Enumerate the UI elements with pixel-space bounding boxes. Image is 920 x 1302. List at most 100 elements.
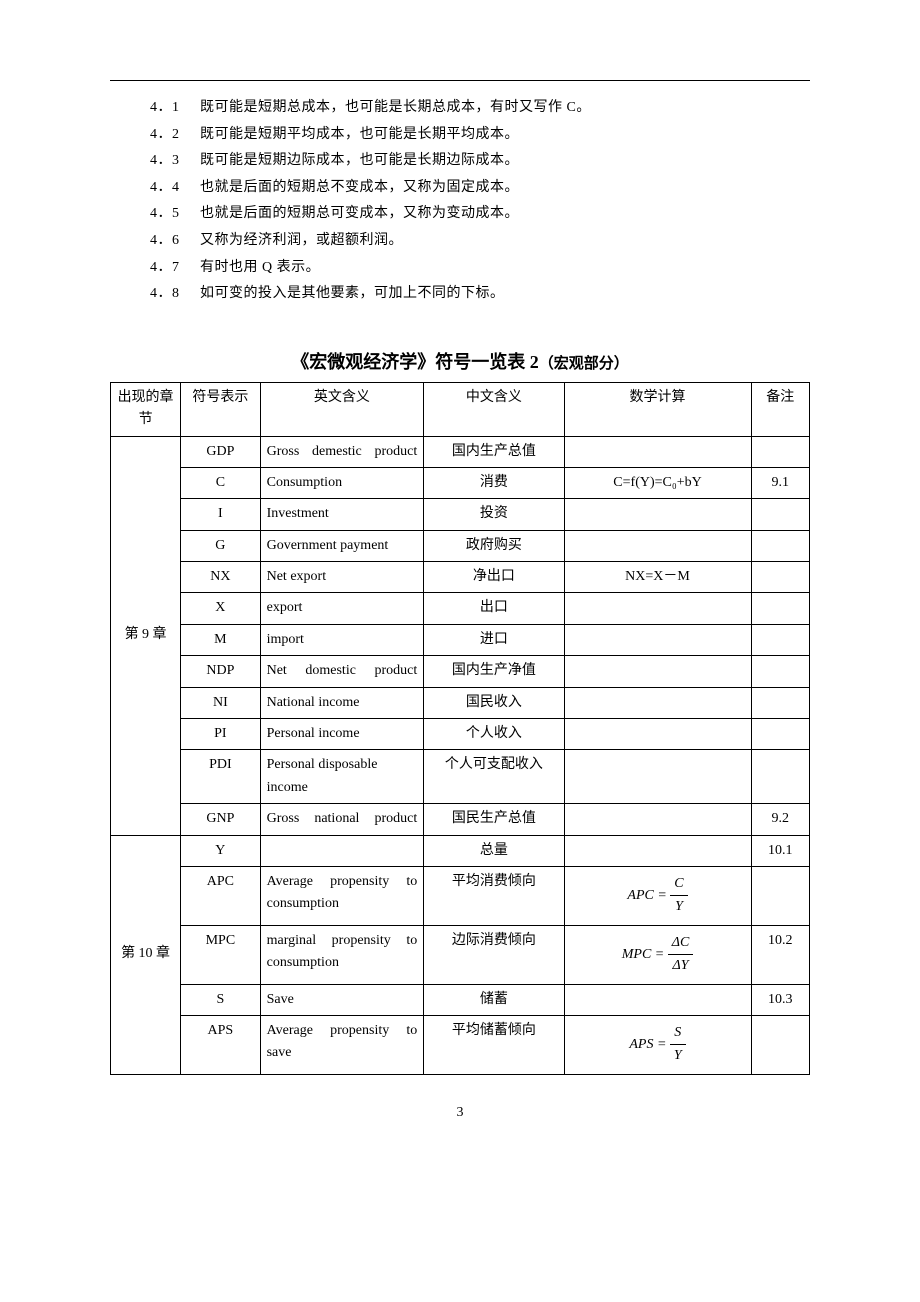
chinese-cell: 出口	[424, 593, 564, 624]
math-cell	[564, 984, 751, 1015]
column-header: 出现的章节	[111, 382, 181, 436]
note-text: 有时也用 Q 表示。	[200, 260, 320, 275]
math-cell: C=f(Y)=C₀+bY	[564, 467, 751, 498]
math-cell	[564, 835, 751, 866]
english-cell: Save	[260, 984, 424, 1015]
column-header: 英文含义	[260, 382, 424, 436]
chapter-cell: 第 10 章	[111, 835, 181, 1074]
chinese-cell: 投资	[424, 499, 564, 530]
table-row: GNPGross national product国民生产总值 9.2	[111, 804, 810, 835]
column-header: 中文含义	[424, 382, 564, 436]
math-cell	[564, 750, 751, 804]
english-cell: marginal propensity to consumption	[260, 925, 424, 984]
chinese-cell: 平均消费倾向	[424, 867, 564, 926]
note-text: 也就是后面的短期总不变成本，又称为固定成本。	[200, 180, 519, 195]
table-header-row: 出现的章节符号表示英文含义中文含义数学计算备注	[111, 382, 810, 436]
table-row: PIPersonal income个人收入	[111, 719, 810, 750]
note-line: 4．4也就是后面的短期总不变成本，又称为固定成本。	[150, 175, 810, 202]
english-cell: Net export	[260, 562, 424, 593]
math-cell	[564, 719, 751, 750]
table-row: 第 10 章Y总量10.1	[111, 835, 810, 866]
english-cell: Average propensity to save	[260, 1015, 424, 1074]
symbol-cell: M	[181, 624, 260, 655]
symbol-cell: PDI	[181, 750, 260, 804]
note-text: 又称为经济利润，或超额利润。	[200, 233, 403, 248]
english-cell	[260, 835, 424, 866]
math-cell	[564, 656, 751, 687]
column-header: 数学计算	[564, 382, 751, 436]
symbol-cell: APS	[181, 1015, 260, 1074]
note-line: 4．7有时也用 Q 表示。	[150, 255, 810, 282]
table-row: APCAverage propensity to consumption平均消费…	[111, 867, 810, 926]
table-row: GGovernment payment政府购买	[111, 530, 810, 561]
chinese-cell: 国民生产总值	[424, 804, 564, 835]
english-cell: Gross national product	[260, 804, 424, 835]
chinese-cell: 个人可支配收入	[424, 750, 564, 804]
chapter-cell: 第 9 章	[111, 436, 181, 835]
note-text: 也就是后面的短期总可变成本，又称为变动成本。	[200, 206, 519, 221]
chinese-cell: 平均储蓄倾向	[424, 1015, 564, 1074]
note-text: 既可能是短期边际成本，也可能是长期边际成本。	[200, 153, 519, 168]
table-title: 《宏微观经济学》符号一览表 2（宏观部分）	[110, 348, 810, 374]
column-header: 备注	[751, 382, 809, 436]
english-cell: Net domestic product	[260, 656, 424, 687]
note-cell: 9.2	[751, 804, 809, 835]
chinese-cell: 总量	[424, 835, 564, 866]
table-row: 第 9 章GDPGross demestic product国内生产总值	[111, 436, 810, 467]
note-number: 4．6	[150, 228, 200, 255]
title-main: 《宏微观经济学》符号一览表 2	[291, 352, 539, 372]
note-text: 既可能是短期总成本，也可能是长期总成本，有时又写作 C。	[200, 100, 591, 115]
math-cell: APS = SY	[564, 1015, 751, 1074]
symbol-cell: NDP	[181, 656, 260, 687]
note-line: 4．1既可能是短期总成本，也可能是长期总成本，有时又写作 C。	[150, 95, 810, 122]
english-cell: export	[260, 593, 424, 624]
chinese-cell: 消费	[424, 467, 564, 498]
symbol-cell: Y	[181, 835, 260, 866]
table-row: NDPNet domestic product国内生产净值	[111, 656, 810, 687]
english-cell: Investment	[260, 499, 424, 530]
english-cell: Consumption	[260, 467, 424, 498]
symbol-cell: GNP	[181, 804, 260, 835]
note-cell	[751, 719, 809, 750]
note-text: 既可能是短期平均成本，也可能是长期平均成本。	[200, 127, 519, 142]
note-number: 4．5	[150, 201, 200, 228]
note-line: 4．3既可能是短期边际成本，也可能是长期边际成本。	[150, 148, 810, 175]
symbol-table: 出现的章节符号表示英文含义中文含义数学计算备注 第 9 章GDPGross de…	[110, 382, 810, 1075]
math-cell	[564, 593, 751, 624]
note-number: 4．4	[150, 175, 200, 202]
note-number: 4．8	[150, 281, 200, 308]
chinese-cell: 边际消费倾向	[424, 925, 564, 984]
symbol-cell: C	[181, 467, 260, 498]
note-cell: 10.2	[751, 925, 809, 984]
chinese-cell: 净出口	[424, 562, 564, 593]
chinese-cell: 国民收入	[424, 687, 564, 718]
note-cell	[751, 499, 809, 530]
chinese-cell: 国内生产净值	[424, 656, 564, 687]
symbol-cell: S	[181, 984, 260, 1015]
note-cell	[751, 436, 809, 467]
math-cell	[564, 624, 751, 655]
title-sub: （宏观部分）	[539, 356, 629, 372]
note-cell	[751, 530, 809, 561]
english-cell: Personal income	[260, 719, 424, 750]
page-number: 3	[110, 1105, 810, 1121]
symbol-cell: NI	[181, 687, 260, 718]
table-row: SSave储蓄10.3	[111, 984, 810, 1015]
note-cell: 9.1	[751, 467, 809, 498]
symbol-cell: APC	[181, 867, 260, 926]
note-cell: 10.3	[751, 984, 809, 1015]
notes-list: 4．1既可能是短期总成本，也可能是长期总成本，有时又写作 C。4．2既可能是短期…	[110, 95, 810, 308]
note-cell	[751, 687, 809, 718]
note-cell	[751, 624, 809, 655]
note-line: 4．2既可能是短期平均成本，也可能是长期平均成本。	[150, 122, 810, 149]
math-cell: MPC = ΔCΔY	[564, 925, 751, 984]
table-row: Mimport进口	[111, 624, 810, 655]
english-cell: Government payment	[260, 530, 424, 561]
table-row: NXNet export净出口NX=X－M	[111, 562, 810, 593]
table-row: PDIPersonal disposable income个人可支配收入	[111, 750, 810, 804]
note-cell	[751, 593, 809, 624]
note-text: 如可变的投入是其他要素，可加上不同的下标。	[200, 286, 505, 301]
english-cell: Gross demestic product	[260, 436, 424, 467]
note-cell	[751, 867, 809, 926]
english-cell: Personal disposable income	[260, 750, 424, 804]
